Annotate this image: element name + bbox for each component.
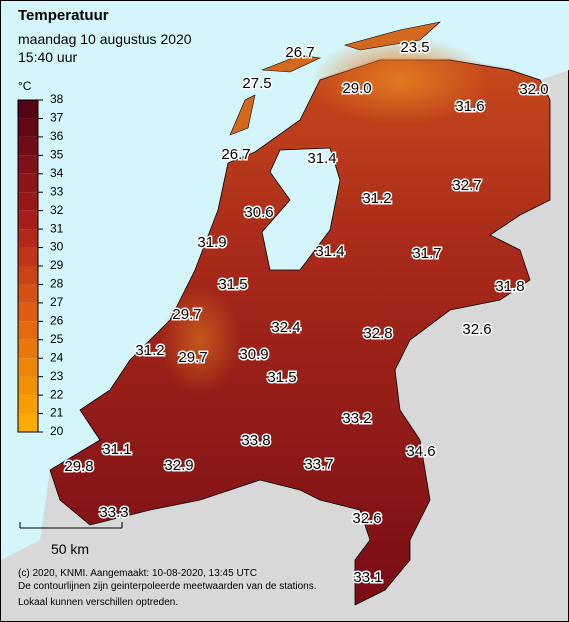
station-value: 29.0 <box>342 80 371 97</box>
colorbar-label: 38 <box>50 92 64 106</box>
station-value: 31.6 <box>455 98 484 115</box>
station-value: 32.8 <box>363 325 392 342</box>
colorbar-label: 22 <box>50 387 64 401</box>
station-value: 31.4 <box>315 243 344 260</box>
station-value: 31.1 <box>102 441 131 458</box>
colorbar-label: 33 <box>50 184 64 198</box>
colorbar-cell <box>18 284 38 303</box>
footer: Lokaal kunnen verschillen optreden. <box>18 597 178 608</box>
colorbar-label: 35 <box>50 148 64 162</box>
station-value: 32.6 <box>352 510 381 527</box>
station-value: 32.6 <box>462 321 491 338</box>
station-value: 30.6 <box>244 204 273 221</box>
colorbar-label: 24 <box>50 350 64 364</box>
warm-area <box>310 35 490 125</box>
colorbar-cell <box>18 247 38 266</box>
station-value: 33.3 <box>99 504 128 521</box>
colorbar-label: 20 <box>50 424 64 438</box>
station-value: 31.4 <box>307 150 336 167</box>
station-value: 29.7 <box>178 349 207 366</box>
station-value: 31.7 <box>412 245 441 262</box>
station-value: 27.5 <box>242 75 271 92</box>
station-value: 33.7 <box>304 456 333 473</box>
station-value: 30.9 <box>239 346 268 363</box>
warm-area <box>160 285 240 395</box>
wadden-islands <box>229 21 442 136</box>
netherlands <box>49 59 551 606</box>
colorbar: 20 21 22 23 24 25 26 27 28 29 30 31 32 33 34 35 36 37 38 <box>17 92 64 438</box>
stations: 26.7 23.5 27.5 29.0 31.6 32.0 26.7 31.4 31.2 32.7… <box>63 37 550 587</box>
station-value: 31.8 <box>495 278 524 295</box>
colorbar-cell <box>18 266 38 285</box>
colorbar-cell <box>18 155 38 174</box>
station-value: 31.5 <box>218 276 247 293</box>
station-value: 34.6 <box>406 443 435 460</box>
colorbar-cell <box>18 376 38 396</box>
colorbar-cell <box>18 302 38 322</box>
station-value: 29.8 <box>64 458 93 475</box>
station-value: 33.8 <box>241 432 270 449</box>
station-value: 26.7 <box>285 44 314 61</box>
date: maandag 10 augustus 2020 <box>18 31 192 47</box>
station-value: 31.5 <box>267 369 296 386</box>
colorbar-cell <box>18 192 38 211</box>
station-value: 32.9 <box>164 457 193 474</box>
station-value: 32.7 <box>452 177 481 194</box>
colorbar-cell <box>18 100 38 119</box>
colorbar-label: 34 <box>50 166 64 180</box>
colorbar-cell <box>18 210 38 230</box>
time: 15:40 uur <box>18 49 77 65</box>
station-value: 32.0 <box>519 81 548 98</box>
colorbar-cell <box>18 118 38 137</box>
ijsselmeer <box>261 147 341 271</box>
title: Temperatuur <box>18 7 109 24</box>
colorbar-cell <box>18 358 38 377</box>
colorbar-label: 28 <box>50 277 64 291</box>
colorbar-label: 27 <box>50 295 64 309</box>
colorbar-label: 29 <box>50 258 64 272</box>
colorbar-cell <box>18 339 38 359</box>
footer: (c) 2020, KNMI. Aangemaakt: 10-08-2020, … <box>18 568 257 579</box>
colorbar-cell <box>18 173 38 193</box>
colorbar-label: 21 <box>50 406 64 420</box>
footer: De contourlijnen zijn geinterpoleerde me… <box>18 581 317 592</box>
sea <box>1 1 569 560</box>
colorbar-cell <box>18 229 38 248</box>
unit: °C <box>18 79 32 93</box>
colorbar-label: 37 <box>50 111 64 125</box>
colorbar-cell <box>18 413 38 432</box>
colorbar-cell <box>18 136 38 156</box>
colorbar-label: 32 <box>50 203 64 217</box>
colorbar-label: 30 <box>50 240 64 254</box>
station-value: 31.9 <box>197 234 226 251</box>
station-value: 23.5 <box>400 39 429 56</box>
colorbar-cell <box>18 395 38 414</box>
station-value: 29.7 <box>172 306 201 323</box>
station-value: 31.2 <box>135 342 164 359</box>
colorbar-label: 23 <box>50 369 64 383</box>
station-value: 33.1 <box>353 569 382 586</box>
colorbar-label: 31 <box>50 221 64 235</box>
colorbar-label: 25 <box>50 332 64 346</box>
colorbar-cell <box>18 321 38 340</box>
colorbar-label: 26 <box>50 314 64 328</box>
station-value: 33.2 <box>342 410 371 427</box>
colorbar-frame <box>17 99 39 433</box>
station-value: 26.7 <box>221 146 250 163</box>
station-value: 31.2 <box>362 190 391 207</box>
colorbar-label: 36 <box>50 129 64 143</box>
scale-label: 50 km <box>51 541 89 557</box>
station-value: 32.4 <box>271 319 300 336</box>
